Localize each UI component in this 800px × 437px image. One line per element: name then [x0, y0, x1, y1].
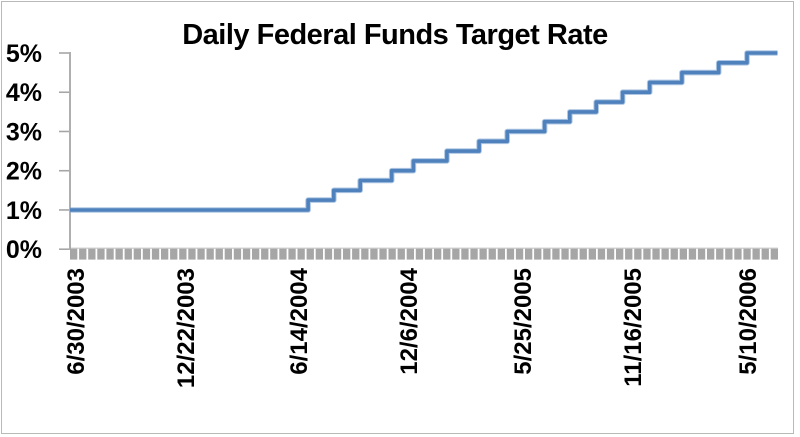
y-axis-label: 4%: [6, 79, 42, 107]
x-axis-tick-band-segment: [179, 248, 187, 260]
x-axis-tick-band-segment: [707, 248, 715, 260]
x-axis-tick-band-segment: [415, 248, 424, 260]
x-axis-tick-band-segment: [725, 248, 733, 260]
x-axis-tick-band-segment: [361, 248, 369, 260]
x-axis-tick-band-segment: [79, 248, 87, 260]
x-axis-tick-band-segment: [461, 248, 469, 260]
x-axis-tick-band-segment: [288, 248, 296, 260]
x-axis-tick-band-segment: [233, 248, 242, 260]
x-axis-tick-band-segment: [115, 248, 123, 260]
x-axis-tick-band-segment: [634, 248, 642, 260]
x-axis-tick-band-segment: [206, 248, 214, 260]
x-axis-tick-band-segment: [525, 248, 533, 260]
y-axis-label: 2%: [6, 158, 42, 186]
x-axis-label: 12/22/2003: [173, 268, 200, 388]
x-axis-tick-band-segment: [142, 248, 151, 260]
x-axis-tick-band-segment: [261, 248, 269, 260]
x-axis-tick-band-segment: [397, 248, 405, 260]
x-axis-tick-band-segment: [306, 248, 314, 260]
x-axis-tick-band-segment: [588, 248, 596, 260]
y-axis-label: 1%: [6, 197, 42, 225]
x-axis-tick-band-segment: [661, 248, 669, 260]
x-axis-tick-band-segment: [161, 248, 169, 260]
x-axis-tick-band-segment: [716, 248, 724, 260]
x-axis-tick-band-segment: [506, 248, 515, 260]
x-axis-tick-band-segment: [743, 248, 751, 260]
x-axis-tick-band-segment: [470, 248, 478, 260]
x-axis-tick-band-segment: [552, 248, 560, 260]
x-axis-tick-band-segment: [151, 248, 160, 260]
x-axis-tick-band-segment: [515, 248, 524, 260]
x-axis-tick-band-segment: [270, 248, 278, 260]
y-axis-label: 0%: [6, 236, 42, 264]
x-axis-label: 11/16/2005: [620, 268, 647, 387]
x-axis-tick-band-segment: [497, 248, 505, 260]
x-axis-tick-band-segment: [443, 248, 451, 260]
x-axis-label: 6/14/2004: [286, 267, 313, 374]
x-axis-tick-band-segment: [324, 248, 333, 260]
x-axis-tick-band-segment: [315, 248, 323, 260]
x-axis-tick-band-segment: [597, 248, 606, 260]
x-axis-tick-band-segment: [370, 248, 378, 260]
x-axis-tick-band-segment: [652, 248, 660, 260]
x-axis-tick-band-segment: [133, 248, 141, 260]
x-axis-tick-band-segment: [543, 248, 551, 260]
x-axis-tick-band: [70, 248, 778, 260]
x-axis-tick-band-segment: [379, 248, 387, 260]
x-axis-tick-band-segment: [479, 248, 487, 260]
x-axis-tick-band-segment: [570, 248, 578, 260]
x-axis-tick-band-segment: [297, 248, 305, 260]
x-axis-tick-band-segment: [333, 248, 342, 260]
x-axis-tick-band-segment: [770, 248, 778, 260]
x-axis-tick-band-segment: [606, 248, 615, 260]
x-axis-label: 6/30/2003: [63, 268, 90, 375]
chart-title: Daily Federal Funds Target Rate: [182, 19, 608, 51]
x-axis-tick-band-segment: [688, 248, 697, 260]
x-axis-tick-band-segment: [406, 248, 414, 260]
x-axis-tick-band-segment: [488, 248, 496, 260]
x-axis-tick-band-segment: [88, 248, 96, 260]
x-axis-tick-band-segment: [224, 248, 232, 260]
x-axis-tick-band-segment: [670, 248, 678, 260]
x-axis-tick-band-segment: [752, 248, 760, 260]
y-axis-label: 5%: [6, 40, 42, 68]
x-axis-tick-band-segment: [188, 248, 196, 260]
x-axis-tick-band-segment: [761, 248, 769, 260]
x-axis-tick-band-segment: [70, 248, 78, 260]
x-axis-tick-band-segment: [452, 248, 460, 260]
x-axis-tick-band-segment: [561, 248, 569, 260]
x-axis-tick-band-segment: [643, 248, 651, 260]
x-axis-tick-band-segment: [434, 248, 442, 260]
rate-step-line: [70, 51, 778, 212]
x-axis-tick-band-segment: [242, 248, 251, 260]
x-axis-tick-band-segment: [579, 248, 587, 260]
x-axis-tick-band-segment: [352, 248, 360, 260]
x-axis-tick-band-segment: [424, 248, 433, 260]
x-axis-tick-band-segment: [252, 248, 260, 260]
x-axis-label: 5/10/2006: [735, 268, 762, 375]
x-axis-tick-band-segment: [616, 248, 624, 260]
x-axis-tick-band-segment: [679, 248, 687, 260]
x-axis-label: 5/25/2005: [510, 268, 537, 375]
x-axis-tick-band-segment: [534, 248, 542, 260]
x-axis-tick-band-segment: [625, 248, 633, 260]
x-axis-tick-band-segment: [197, 248, 205, 260]
x-axis-tick-band-segment: [343, 248, 351, 260]
x-axis-tick-band-segment: [734, 248, 742, 260]
x-axis-tick-band-segment: [97, 248, 105, 260]
x-axis-tick-band-segment: [215, 248, 223, 260]
x-axis-tick-band-segment: [388, 248, 396, 260]
x-axis-tick-band-segment: [697, 248, 706, 260]
x-axis-tick-band-segment: [170, 248, 178, 260]
x-axis-label: 12/6/2004: [396, 267, 423, 374]
x-axis-tick-band-segment: [124, 248, 132, 260]
y-axis-label: 3%: [6, 118, 42, 146]
x-axis-tick-band-segment: [279, 248, 287, 260]
rate-step-line-halo: [70, 50, 778, 213]
x-axis-tick-band-segment: [106, 248, 114, 260]
